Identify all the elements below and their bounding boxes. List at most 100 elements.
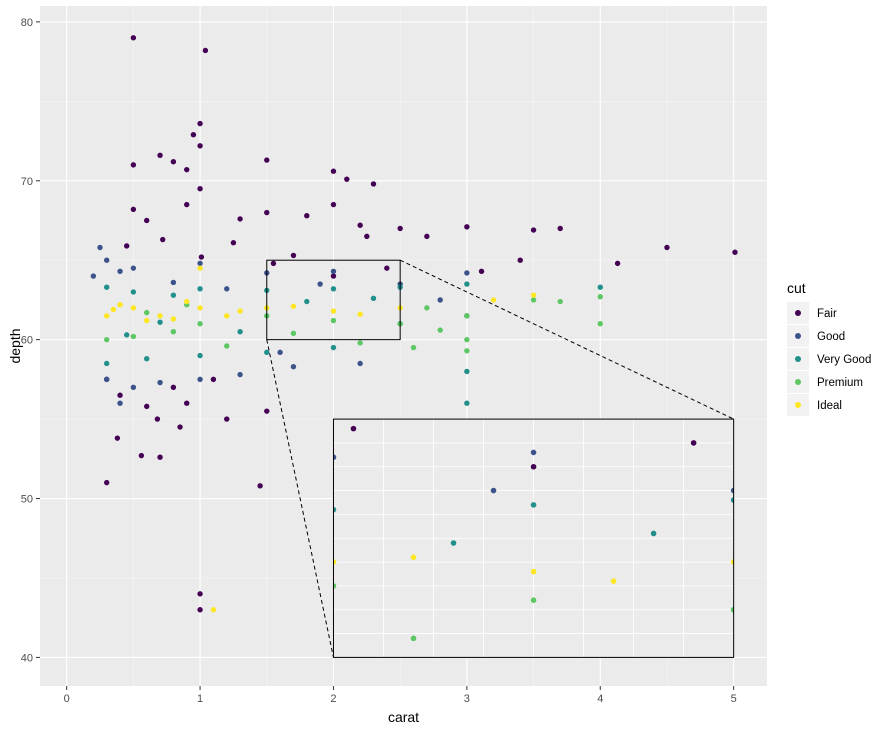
data-point — [110, 306, 117, 313]
data-point — [210, 607, 217, 613]
legend-swatch — [795, 356, 801, 362]
data-point — [530, 292, 537, 298]
data-point — [144, 217, 150, 224]
data-point — [144, 403, 150, 410]
data-point — [224, 286, 230, 292]
data-point — [117, 400, 123, 406]
legend-label: Good — [817, 331, 845, 343]
data-point — [464, 348, 470, 354]
data-point — [330, 317, 337, 324]
data-point — [464, 336, 470, 343]
data-point — [224, 343, 230, 349]
inset-data-point — [490, 487, 497, 494]
zoom-inset — [332, 418, 735, 658]
data-point — [170, 279, 177, 286]
data-point — [224, 313, 230, 319]
x-tick-label: 4 — [597, 693, 603, 705]
inset-data-point — [450, 540, 457, 546]
data-point — [157, 454, 163, 460]
inset-data-point — [530, 568, 537, 575]
data-point — [517, 257, 523, 263]
data-point — [184, 298, 190, 305]
data-point — [170, 384, 177, 391]
data-point — [210, 376, 217, 383]
data-point — [410, 344, 417, 351]
data-point — [103, 257, 110, 263]
inset-data-point — [530, 597, 537, 604]
data-point — [557, 225, 563, 232]
data-point — [103, 376, 110, 383]
data-point — [157, 319, 163, 325]
data-point — [237, 371, 243, 378]
legend-swatch — [795, 333, 801, 339]
data-point — [290, 252, 297, 259]
data-point — [130, 333, 137, 340]
inset-data-point — [730, 497, 734, 503]
data-point — [103, 360, 110, 367]
zoom-connector-line — [266, 339, 334, 658]
y-axis-title: depth — [7, 328, 23, 363]
data-point — [97, 244, 103, 251]
x-axis: 0 1 2 3 4 5 — [64, 686, 737, 705]
legend-swatch — [795, 402, 801, 408]
data-point — [130, 289, 137, 295]
data-point — [103, 336, 110, 343]
zoom-inset-points — [333, 425, 734, 642]
data-point — [464, 313, 470, 319]
data-point — [490, 297, 497, 303]
data-point — [170, 329, 177, 335]
data-point — [257, 483, 263, 489]
data-point — [197, 120, 203, 127]
data-point — [154, 416, 161, 422]
data-point — [130, 206, 137, 213]
data-point — [130, 265, 137, 271]
legend: cut Fair Good Very Good Premium Ideal — [787, 280, 871, 416]
data-point — [597, 284, 603, 290]
data-point — [197, 376, 203, 383]
inset-data-point — [730, 559, 734, 565]
x-tick-label: 3 — [464, 693, 470, 705]
data-point — [290, 330, 297, 336]
legend-label: Very Good — [817, 354, 871, 366]
data-point — [464, 270, 470, 276]
data-point — [184, 400, 190, 406]
data-point — [437, 327, 443, 333]
y-tick-label: 70 — [21, 176, 33, 188]
legend-label: Premium — [817, 377, 863, 389]
data-point — [202, 47, 209, 54]
data-point — [330, 273, 337, 279]
data-point — [614, 260, 621, 267]
grid-major — [40, 6, 767, 686]
data-point — [264, 349, 270, 356]
x-tick-label: 2 — [330, 693, 336, 705]
data-point — [597, 321, 603, 327]
data-point — [157, 152, 163, 159]
data-point — [330, 286, 337, 292]
inset-data-point — [650, 530, 657, 537]
zoom-region-box — [266, 259, 401, 341]
data-point — [197, 321, 203, 327]
data-point — [197, 305, 203, 311]
data-point — [177, 424, 183, 430]
data-point — [464, 400, 470, 406]
data-point — [117, 301, 123, 308]
data-point — [364, 233, 370, 240]
data-point — [114, 435, 121, 441]
zoom-inset-border — [332, 418, 735, 658]
inset-data-point — [730, 487, 734, 494]
data-point — [237, 216, 243, 222]
data-point — [103, 479, 110, 486]
data-point — [264, 209, 270, 216]
points-main — [90, 35, 738, 613]
data-point — [732, 249, 738, 255]
data-point — [464, 224, 470, 230]
inset-data-point — [333, 559, 337, 565]
legend-swatch — [795, 310, 801, 316]
data-point — [424, 305, 430, 311]
data-point — [264, 408, 270, 414]
data-point — [464, 281, 470, 287]
zoom-connector-line — [399, 259, 734, 420]
data-point — [317, 281, 323, 287]
